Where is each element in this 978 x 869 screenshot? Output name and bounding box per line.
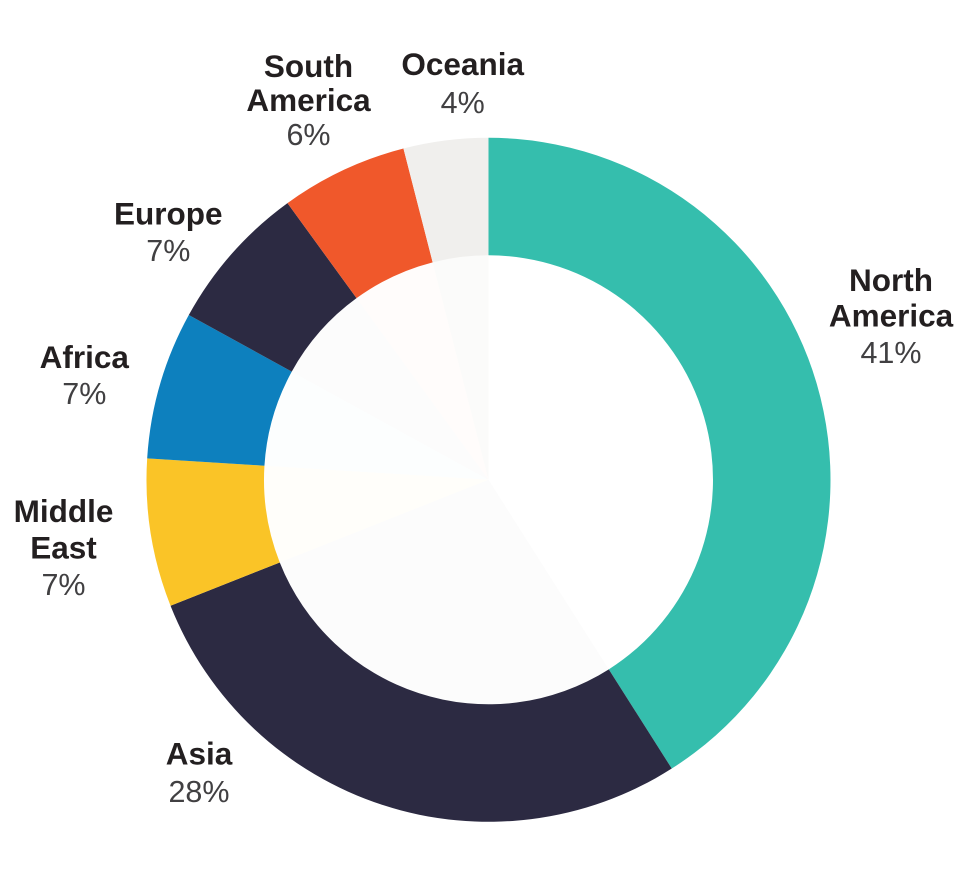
svg-text:South: South xyxy=(264,48,353,84)
svg-text:41%: 41% xyxy=(860,336,921,370)
svg-text:7%: 7% xyxy=(41,568,85,602)
svg-text:America: America xyxy=(246,82,371,118)
svg-text:7%: 7% xyxy=(146,234,190,268)
svg-text:Oceania: Oceania xyxy=(401,46,524,82)
svg-text:Europe: Europe xyxy=(114,196,223,232)
svg-text:7%: 7% xyxy=(62,377,106,411)
svg-text:Asia: Asia xyxy=(166,736,233,772)
svg-text:Middle: Middle xyxy=(14,493,114,529)
svg-text:America: America xyxy=(829,298,954,334)
svg-text:Africa: Africa xyxy=(40,339,130,375)
svg-text:6%: 6% xyxy=(286,118,330,152)
svg-text:North: North xyxy=(849,262,933,298)
svg-text:East: East xyxy=(30,530,97,566)
svg-text:4%: 4% xyxy=(441,86,485,120)
svg-text:28%: 28% xyxy=(168,775,229,809)
